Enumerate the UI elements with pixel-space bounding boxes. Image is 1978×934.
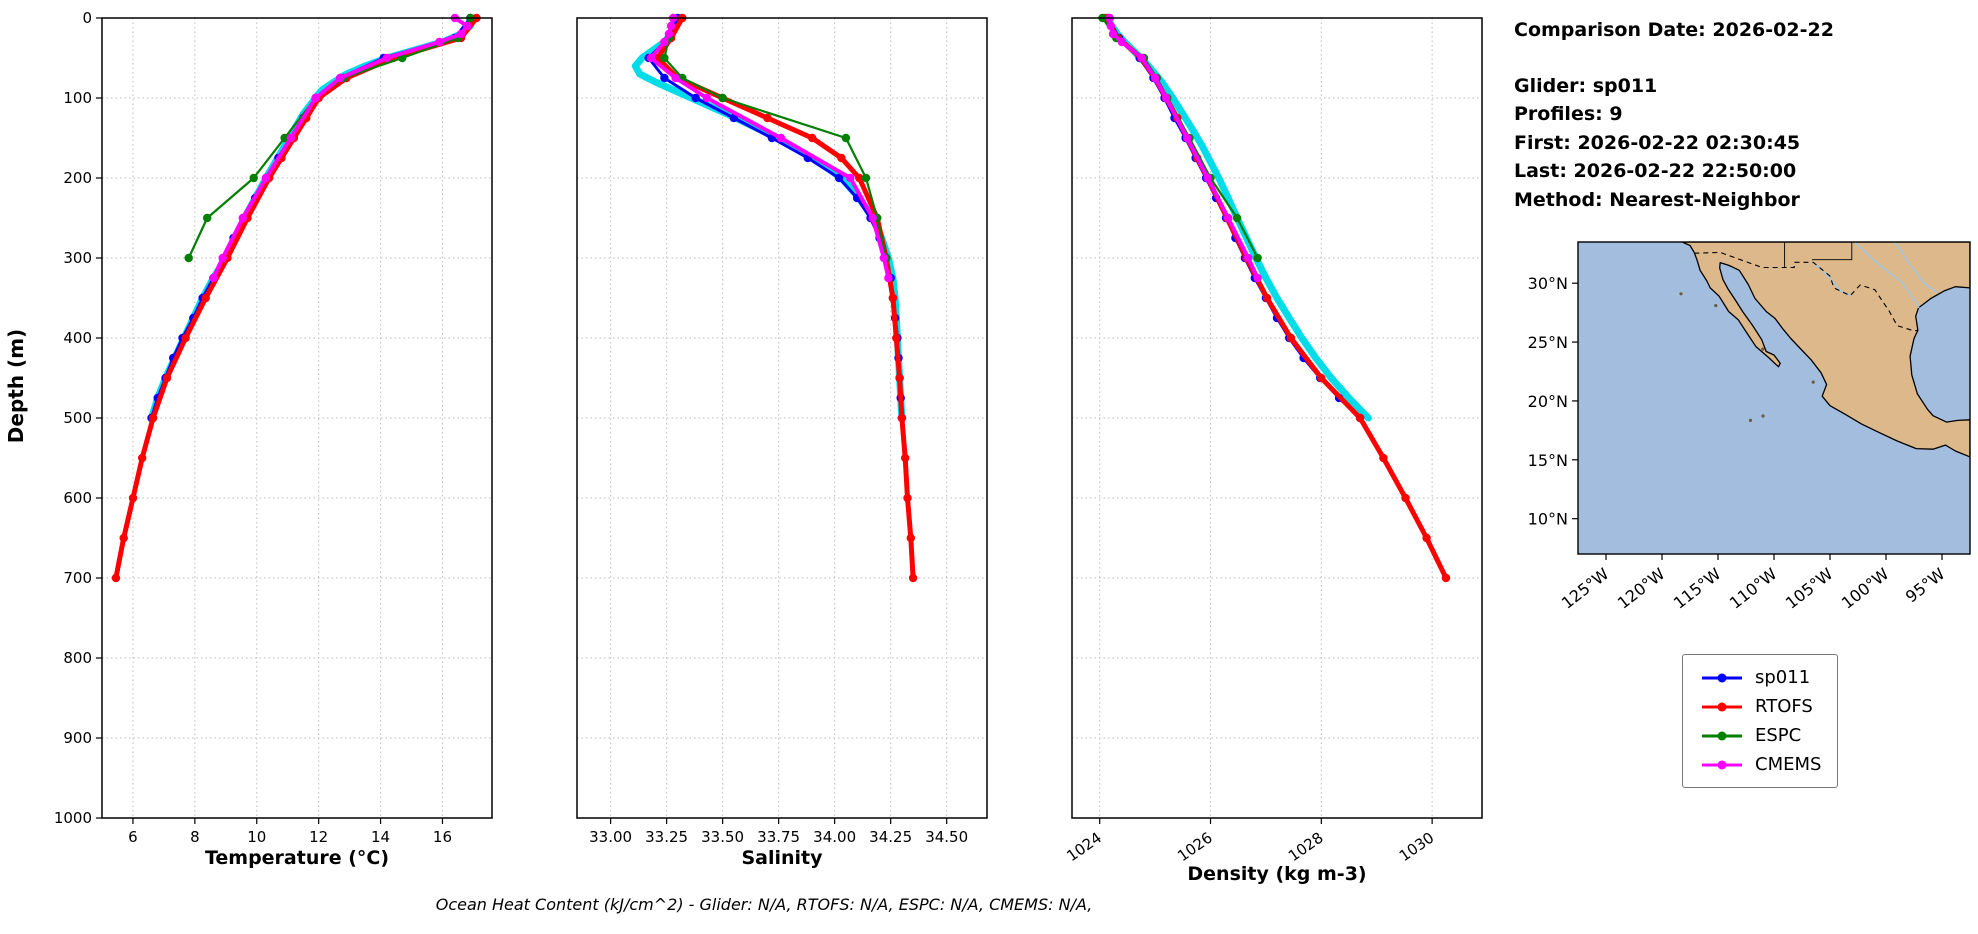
svg-text:33.75: 33.75 (757, 828, 800, 846)
svg-text:400: 400 (63, 329, 92, 347)
last-profile-time-text: Last: 2026-02-22 22:50:00 (1514, 160, 1797, 182)
svg-text:33.50: 33.50 (701, 828, 744, 846)
svg-text:30°N: 30°N (1528, 274, 1568, 293)
svg-text:0: 0 (82, 9, 92, 27)
svg-text:15°N: 15°N (1528, 451, 1568, 470)
svg-text:33.25: 33.25 (645, 828, 688, 846)
map-us-mexico-border (1694, 251, 1918, 332)
svg-text:105°W: 105°W (1782, 564, 1837, 613)
depth-axis-label: Depth (m) (4, 328, 28, 444)
svg-text:34.00: 34.00 (813, 828, 856, 846)
map-island (1761, 347, 1765, 351)
svg-text:6: 6 (128, 828, 138, 846)
map-island (1761, 414, 1765, 418)
svg-text:20°N: 20°N (1528, 392, 1568, 411)
x-axis-label: Density (kg m-3) (1187, 863, 1366, 885)
svg-text:12: 12 (309, 828, 328, 846)
data-series (1098, 13, 1451, 583)
svg-text:16: 16 (433, 828, 452, 846)
side-panel: Comparison Date: 2026-02-22 Glider: sp01… (1494, 6, 1978, 934)
map-wrap: 30°N 25°N 20°N 15°N 10°N 125°W 120°W 115°W 110°W… (1514, 238, 1978, 652)
temperature-profile-plot: 6 8 10 12 14 16 0 100 200 300 400 500 600 700 800 900 10… (54, 9, 493, 869)
svg-text:500: 500 (63, 409, 92, 427)
map-river (1854, 242, 1920, 309)
svg-text:10: 10 (247, 828, 266, 846)
svg-text:200: 200 (63, 169, 92, 187)
series-CMEMS-markers (646, 13, 893, 283)
first-profile-time-text: First: 2026-02-22 02:30:45 (1514, 131, 1801, 154)
legend-line-marker-cmems (1702, 760, 1742, 769)
svg-text:33.00: 33.00 (589, 828, 632, 846)
legend-label: CMEMS (1755, 754, 1822, 775)
svg-text:700: 700 (63, 569, 92, 587)
svg-text:8: 8 (190, 828, 200, 846)
series-CMEMS-markers (209, 13, 472, 283)
series-CMEMS-markers (1105, 13, 1262, 283)
axis-ticks: 6 8 10 12 14 16 0 100 200 300 400 500 600 700 800 900 10… (54, 9, 452, 846)
svg-text:110°W: 110°W (1726, 564, 1781, 613)
location-map: 30°N 25°N 20°N 15°N 10°N 125°W 120°W 115°W 110°W… (1528, 241, 1971, 613)
info-spacer (1514, 45, 1978, 72)
map-land-mexico (1681, 242, 1970, 458)
legend-label: ESPC (1755, 725, 1802, 746)
comparison-date-text: Comparison Date: 2026-02-22 (1514, 19, 1834, 41)
density-profile-plot: 1024 1026 1028 1030 Density (kg m-3) (1063, 13, 1483, 885)
x-axis-label: Temperature (°C) (205, 847, 389, 869)
legend-item-espc: ESPC (1699, 721, 1821, 750)
legend-box: sp011 RTOFS ESPC CMEMS (1682, 654, 1839, 788)
info-panel: Comparison Date: 2026-02-22 Glider: sp01… (1514, 16, 1978, 214)
profiles-count-text: Profiles: 9 (1514, 103, 1623, 125)
ocean-heat-content-caption: Ocean Heat Content (kJ/cm^2) - Glider: N… (435, 895, 1093, 914)
data-series (111, 13, 481, 583)
map-island (1748, 418, 1753, 422)
svg-text:10°N: 10°N (1528, 510, 1568, 529)
grid-lines (577, 17, 987, 819)
data-series (631, 13, 918, 583)
method-text: Method: Nearest-Neighbor (1514, 188, 1800, 211)
svg-text:34.25: 34.25 (869, 828, 912, 846)
plot-frame (1071, 17, 1483, 819)
svg-text:120°W: 120°W (1614, 564, 1669, 613)
svg-text:600: 600 (63, 489, 92, 507)
svg-text:1024: 1024 (1063, 829, 1105, 866)
map-island (1811, 380, 1815, 384)
legend-label: RTOFS (1755, 696, 1813, 717)
svg-text:1026: 1026 (1174, 829, 1216, 866)
legend-item-sp011: sp011 (1699, 663, 1821, 692)
map-island (1714, 304, 1718, 308)
legend-line-marker-sp011 (1702, 673, 1742, 682)
svg-text:95°W: 95°W (1902, 564, 1949, 606)
legend-line-marker-rtofs (1702, 702, 1742, 711)
legend-item-rtofs: RTOFS (1699, 692, 1821, 721)
svg-text:100°W: 100°W (1838, 564, 1893, 613)
legend-line-marker-espc (1702, 731, 1742, 740)
x-axis-label: Salinity (741, 847, 823, 869)
legend-label: sp011 (1755, 667, 1811, 688)
svg-text:1000: 1000 (54, 809, 92, 827)
svg-text:34.50: 34.50 (925, 828, 968, 846)
axis-ticks: 33.00 33.25 33.50 33.75 34.00 34.25 34.50 (589, 818, 968, 846)
svg-text:800: 800 (63, 649, 92, 667)
svg-text:25°N: 25°N (1528, 333, 1568, 352)
svg-text:300: 300 (63, 249, 92, 267)
axis-ticks: 1024 1026 1028 1030 (1063, 818, 1437, 865)
svg-text:14: 14 (371, 828, 390, 846)
legend-item-cmems: CMEMS (1699, 750, 1821, 779)
svg-text:900: 900 (63, 729, 92, 747)
map-state-border (1811, 242, 1853, 261)
salinity-profile-plot: 33.00 33.25 33.50 33.75 34.00 34.25 34.50 Salin… (576, 13, 988, 869)
profile-plots: 6 8 10 12 14 16 0 100 200 300 400 500 600 700 800 900 10… (34, 6, 1494, 891)
svg-text:1030: 1030 (1396, 829, 1438, 866)
svg-text:125°W: 125°W (1558, 564, 1613, 613)
profile-plots-area: Depth (m) 6 8 10 12 14 16 0 100 200 300 400 500 600 7… (0, 6, 1494, 934)
plot-frame (576, 17, 988, 819)
svg-text:100: 100 (63, 89, 92, 107)
map-river (1894, 242, 1938, 294)
map-island (1679, 292, 1683, 296)
glider-name-text: Glider: sp011 (1514, 74, 1658, 97)
svg-text:115°W: 115°W (1670, 564, 1725, 613)
svg-text:1028: 1028 (1285, 829, 1327, 866)
